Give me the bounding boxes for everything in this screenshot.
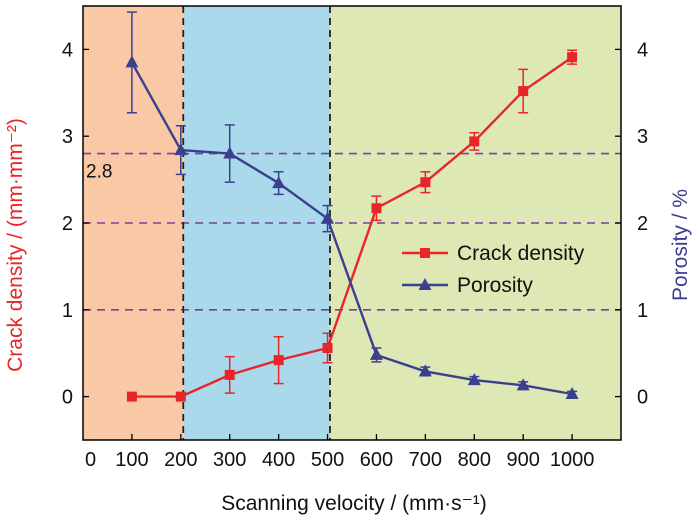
crack-density-point [322, 342, 333, 353]
x-tick-label: 300 [213, 449, 246, 471]
crack-density-point [224, 369, 235, 380]
legend: Crack density Porosity [402, 242, 585, 297]
x-tick-label: 200 [164, 449, 197, 471]
porosity-point [369, 347, 383, 360]
guide-lines [83, 152, 621, 311]
legend-label: Crack density [457, 242, 585, 265]
porosity-point [321, 211, 335, 224]
right-y-tick-label: 2 [637, 213, 648, 235]
x-tick-label: 1000 [550, 449, 595, 471]
crack-density-point [175, 391, 186, 402]
crack-density-point [126, 391, 137, 402]
x-tick-label: 400 [262, 449, 295, 471]
x-tick-label: 800 [458, 449, 491, 471]
porosity-line [130, 61, 573, 396]
porosity-point [467, 373, 481, 386]
crack-density-point [469, 136, 480, 147]
x-tick-label: 100 [115, 449, 148, 471]
porosity-point [125, 55, 139, 68]
left-y-tick-label: 0 [62, 387, 73, 409]
crack-density-point [420, 177, 431, 188]
x-axis-label: Scanning velocity / (mm·s⁻¹) [221, 492, 486, 515]
crack-density-point [567, 52, 578, 63]
annotations: 2.8 [86, 162, 112, 183]
crack-density-point [518, 86, 529, 97]
crack-density-point [371, 203, 382, 214]
porosity-point [565, 386, 579, 399]
legend-marker [420, 248, 430, 258]
left-y-tick-label: 1 [62, 300, 73, 322]
porosity-point [174, 143, 188, 156]
left-y-tick-label: 3 [62, 126, 73, 148]
right-y-tick-label: 1 [637, 300, 648, 322]
porosity-point [223, 146, 237, 159]
porosity-point [516, 378, 530, 391]
legend-marker [418, 278, 432, 290]
annotation-label: 2.8 [86, 162, 112, 183]
x-tick-label: 0 [85, 449, 96, 471]
right-y-tick-label: 0 [637, 387, 648, 409]
x-tick-label: 600 [360, 449, 393, 471]
left-y-axis-label: Crack density / (mm·mm⁻²) [4, 118, 27, 372]
porosity-point [272, 176, 286, 189]
x-tick-label: 900 [506, 449, 539, 471]
left-y-tick-label: 4 [62, 39, 73, 61]
legend-label: Porosity [457, 274, 533, 297]
porosity-point [418, 364, 432, 377]
crack-density-line [131, 56, 573, 398]
series-layer [125, 11, 579, 402]
crack-density-point [273, 355, 284, 366]
left-y-tick-label: 2 [62, 213, 73, 235]
right-y-axis-label: Porosity / % [669, 189, 692, 301]
right-y-tick-label: 3 [637, 126, 648, 148]
x-tick-label: 500 [311, 449, 344, 471]
right-y-tick-label: 4 [637, 39, 648, 61]
x-tick-label: 700 [409, 449, 442, 471]
y-axis-ticks: 0 0 1 1 2 2 3 3 4 4 [62, 39, 648, 408]
x-axis-ticks: 0 100 200 300 400 500 600 700 800 900 1000 [85, 434, 594, 471]
